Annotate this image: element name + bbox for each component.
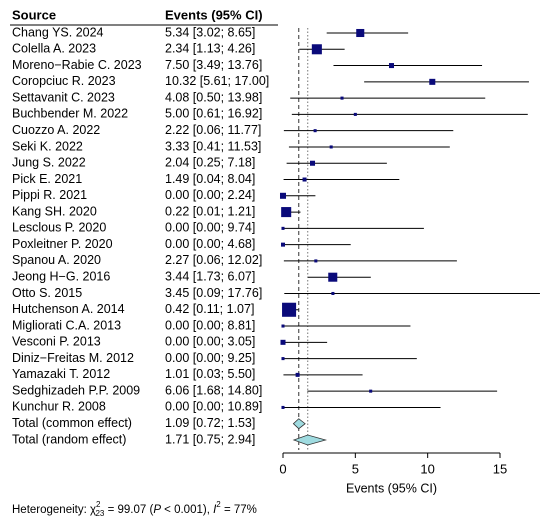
study-square: [281, 242, 285, 247]
heterogeneity-part: 2: [216, 500, 221, 509]
study-estimate: 5.34 [3.02; 8.65]: [165, 25, 255, 39]
study-estimate: 0.42 [0.11; 1.07]: [165, 302, 254, 316]
study-square: [311, 44, 322, 55]
study-estimate: 2.22 [0.06; 11.77]: [165, 123, 261, 137]
heterogeneity: Heterogeneity: χ2 23 = 99.07 (P < 0.001),…: [12, 500, 257, 518]
study-square: [282, 302, 297, 317]
study-estimate: 0.22 [0.01; 1.21]: [165, 204, 255, 218]
x-tick-label: 10: [420, 461, 434, 476]
study-name: Otto S. 2015: [12, 286, 82, 300]
study-square: [328, 272, 338, 282]
study-square: [281, 405, 285, 409]
study-name: Spanou A. 2020: [12, 253, 101, 267]
pooled-name: Total (common effect): [12, 416, 132, 430]
study-name: Pippi R. 2021: [12, 188, 87, 202]
study-estimate: 0.00 [0.00; 3.05]: [165, 335, 255, 349]
pooled-estimate: 1.09 [0.72; 1.53]: [165, 416, 255, 430]
heterogeneity-part: 2: [96, 500, 101, 509]
study-estimate: 6.06 [1.68; 14.80]: [165, 383, 262, 397]
study-estimate: 2.04 [0.25; 7.18]: [165, 156, 255, 170]
heterogeneity-part: < 0.001),: [161, 504, 213, 516]
pooled-diamond: [292, 434, 328, 446]
study-estimate: 2.34 [1.13; 4.26]: [165, 42, 255, 56]
study-estimate: 3.44 [1.73; 6.07]: [165, 269, 255, 283]
header-estimate: Events (95% CI): [165, 7, 263, 22]
study-estimate: 0.00 [0.00; 9.74]: [165, 221, 255, 235]
heterogeneity-part: Heterogeneity: χ: [12, 504, 96, 516]
study-square: [356, 28, 365, 38]
study-name: Kang SH. 2020: [12, 204, 97, 218]
pooled-estimate: 1.71 [0.75; 2.94]: [165, 432, 255, 446]
study-square: [369, 389, 373, 393]
pooled-diamond: [292, 418, 306, 430]
heterogeneity-part: 23: [95, 509, 104, 518]
study-square: [388, 63, 395, 69]
study-estimate: 3.33 [0.41; 11.53]: [165, 139, 261, 153]
x-axis-title: Events (95% CI): [346, 481, 437, 495]
header-source: Source: [12, 7, 56, 22]
study-square: [331, 291, 335, 296]
study-square: [281, 207, 292, 218]
study-estimate: 4.08 [0.50; 13.98]: [165, 90, 262, 104]
study-square: [295, 372, 300, 377]
study-square: [280, 339, 286, 345]
study-name: Migliorati C.A. 2013: [12, 318, 121, 332]
x-tick-label: 0: [279, 461, 286, 476]
study-estimate: 0.00 [0.00; 8.81]: [165, 318, 255, 332]
study-name: Jeong H−G. 2016: [12, 269, 110, 283]
study-name: Moreno−Rabie C. 2023: [12, 58, 142, 72]
study-name: Buchbender M. 2022: [12, 107, 128, 121]
study-name: Lesclous P. 2020: [12, 221, 106, 235]
study-estimate: 7.50 [3.49; 13.76]: [165, 58, 262, 72]
study-name: Jung S. 2022: [12, 156, 86, 170]
study-estimate: 5.00 [0.61; 16.92]: [165, 107, 262, 121]
study-name: Poxleitner P. 2020: [12, 237, 113, 251]
heterogeneity-part: = 77%: [221, 504, 257, 516]
heterogeneity-part: = 99.07 (: [104, 504, 153, 516]
heterogeneity-part: I: [213, 504, 217, 516]
study-square: [281, 226, 285, 230]
study-name: Vesconi P. 2013: [12, 335, 101, 349]
x-tick-label: 5: [352, 461, 359, 476]
study-name: Yamazaki T. 2012: [12, 367, 110, 381]
study-square: [279, 192, 287, 199]
study-square: [329, 145, 333, 149]
study-name: Coropciuc R. 2023: [12, 74, 116, 88]
study-estimate: 0.00 [0.00; 10.89]: [165, 400, 262, 414]
study-estimate: 1.01 [0.03; 5.50]: [165, 367, 255, 381]
study-square: [281, 324, 285, 328]
study-name: Chang YS. 2024: [12, 25, 104, 39]
study-name: Pick E. 2021: [12, 172, 82, 186]
study-name: Hutchenson A. 2014: [12, 302, 125, 316]
study-estimate: 0.00 [0.00; 2.24]: [165, 188, 255, 202]
study-estimate: 1.49 [0.04; 8.04]: [165, 172, 255, 186]
study-estimate: 3.45 [0.09; 17.76]: [165, 286, 262, 300]
study-square: [340, 96, 344, 100]
study-square: [313, 129, 317, 133]
study-name: Settavanit C. 2023: [12, 90, 115, 104]
study-estimate: 0.00 [0.00; 9.25]: [165, 351, 255, 365]
pooled-name: Total (random effect): [12, 432, 126, 446]
study-name: Kunchur R. 2008: [12, 400, 106, 414]
study-name: Colella A. 2023: [12, 42, 96, 56]
x-tick-label: 15: [493, 461, 507, 476]
study-square: [281, 357, 285, 361]
study-estimate: 0.00 [0.00; 4.68]: [165, 237, 255, 251]
study-name: Sedghizadeh P.P. 2009: [12, 383, 140, 397]
study-square: [353, 112, 357, 116]
study-name: Cuozzo A. 2022: [12, 123, 100, 137]
study-square: [302, 177, 307, 182]
heterogeneity-part: P: [153, 504, 161, 516]
study-name: Diniz−Freitas M. 2012: [12, 351, 134, 365]
study-name: Seki K. 2022: [12, 139, 83, 153]
study-square: [310, 160, 316, 166]
study-estimate: 2.27 [0.06; 12.02]: [165, 253, 262, 267]
study-square: [429, 78, 436, 85]
study-estimate: 10.32 [5.61; 17.00]: [165, 74, 269, 88]
study-square: [314, 259, 318, 263]
